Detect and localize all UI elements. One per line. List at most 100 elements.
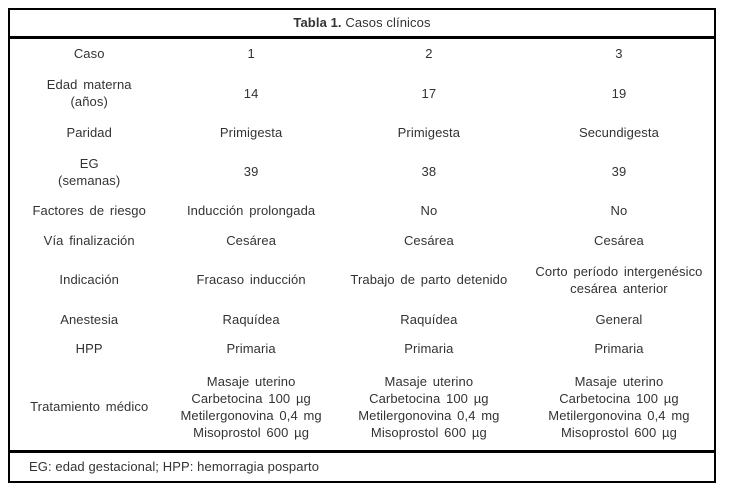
cell-line: 1 [247, 46, 255, 62]
case-2-anestesia: Raquídea [334, 304, 524, 334]
row-label-indicacion: Indicación [10, 256, 168, 305]
case-1-tratamiento-medico: Masaje uterino Carbetocina 100 µg Metilerg… [168, 364, 333, 450]
case-3-edad-materna: 19 [524, 69, 714, 118]
table-row-eg-semanas: EG (semanas) 39 38 39 [10, 147, 714, 196]
cell-line: Cesárea [403, 233, 454, 249]
clinical-cases-table: Caso 1 2 3 Edad materna (años) 14 17 19 Paridad Pr… [10, 39, 714, 450]
case-1-via-finalizacion: Cesárea [168, 226, 333, 256]
case-3-via-finalizacion: Cesárea [524, 226, 714, 256]
case-2-factores-de-riesgo: No [334, 196, 524, 226]
cell-line: 14 [243, 85, 259, 101]
row-label-tratamiento-medico: Tratamiento médico [10, 364, 168, 450]
cell-line: Trabajo de parto detenido [350, 272, 508, 288]
table-row-tratamiento-medico: Tratamiento médico Masaje uterino Carbetoc… [10, 364, 714, 450]
case-2-tratamiento-medico: Masaje uterino Carbetocina 100 µg Metilerg… [334, 364, 524, 450]
case-3-caso: 3 [524, 39, 714, 69]
row-label-eg-semanas: EG (semanas) [10, 147, 168, 196]
cell-line: 38 [421, 164, 437, 180]
table-title-text: Casos clínicos [341, 15, 431, 30]
case-2-indicacion: Trabajo de parto detenido [334, 256, 524, 305]
case-3-tratamiento-medico: Masaje uterino Carbetocina 100 µg Metilerg… [524, 364, 714, 450]
cell-line: Carbetocina 100 µg [559, 390, 679, 406]
table-row-anestesia: Anestesia Raquídea Raquídea General [10, 304, 714, 334]
table-body-wrap: Caso 1 2 3 Edad materna (años) 14 17 19 Paridad Pr… [10, 39, 714, 450]
case-2-via-finalizacion: Cesárea [334, 226, 524, 256]
table-row-hpp: HPP Primaria Primaria Primaria [10, 334, 714, 364]
case-3-factores-de-riesgo: No [524, 196, 714, 226]
cell-line: Raquídea [400, 311, 458, 327]
cell-line: 39 [611, 164, 627, 180]
cell-line: No [610, 203, 628, 219]
table-row-via-finalizacion: Vía finalización Cesárea Cesárea Cesárea [10, 226, 714, 256]
case-1-indicacion: Fracaso inducción [168, 256, 333, 305]
case-3-eg-semanas: 39 [524, 147, 714, 196]
cell-line: Metilergonovina 0,4 mg [548, 407, 690, 423]
cell-line: 3 [615, 46, 623, 62]
row-label-caso: Caso [10, 39, 168, 69]
cell-line: Fracaso inducción [196, 272, 306, 288]
case-2-hpp: Primaria [334, 334, 524, 364]
cell-line: HPP [75, 341, 103, 357]
cell-line: Secundigesta [578, 124, 659, 140]
table-body: Caso 1 2 3 Edad materna (años) 14 17 19 Paridad Pr… [10, 39, 714, 450]
row-label-factores-de-riesgo: Factores de riesgo [10, 196, 168, 226]
cell-line: cesárea anterior [570, 280, 668, 296]
table-frame: Tabla 1. Casos clínicos Caso 1 2 3 Edad mate… [8, 8, 716, 483]
table-title: Tabla 1. Casos clínicos [10, 10, 714, 39]
case-2-edad-materna: 17 [334, 69, 524, 118]
row-label-via-finalizacion: Vía finalización [10, 226, 168, 256]
cell-line: Misoprostol 600 µg [561, 424, 677, 440]
case-2-eg-semanas: 38 [334, 147, 524, 196]
cell-line: Primaria [404, 341, 454, 357]
case-1-paridad: Primigesta [168, 117, 333, 147]
cell-line: Carbetocina 100 µg [369, 390, 489, 406]
case-2-caso: 2 [334, 39, 524, 69]
cell-line: Misoprostol 600 µg [193, 424, 310, 440]
case-1-caso: 1 [168, 39, 333, 69]
table-row-indicacion: Indicación Fracaso inducción Trabajo de pa… [10, 256, 714, 305]
cell-line: Carbetocina 100 µg [191, 390, 311, 406]
table-title-number: Tabla 1. [293, 15, 342, 30]
cell-line: Primigesta [397, 124, 461, 140]
cell-line: No [420, 203, 438, 219]
cell-line: Factores de riesgo [32, 203, 146, 219]
cell-line: Primaria [594, 341, 644, 357]
table-footnote: EG: edad gestacional; HPP: hemorragia po… [10, 450, 714, 481]
table-row-factores-de-riesgo: Factores de riesgo Inducción prolongada No… [10, 196, 714, 226]
cell-line: Metilergonovina 0,4 mg [180, 407, 322, 423]
cell-line: Raquídea [222, 311, 280, 327]
cell-line: Anestesia [60, 311, 119, 327]
case-1-edad-materna: 14 [168, 69, 333, 118]
cell-line: Indicación [59, 272, 119, 288]
cell-line: Tratamiento médico [30, 399, 149, 415]
row-label-edad-materna: Edad materna (años) [10, 69, 168, 118]
cell-line: Masaje uterino [206, 373, 296, 389]
row-label-anestesia: Anestesia [10, 304, 168, 334]
cell-line: 19 [611, 85, 627, 101]
cell-line: Caso [73, 46, 105, 62]
cell-line: Cesárea [594, 233, 644, 249]
table-row-paridad: Paridad Primigesta Primigesta Secundigesta [10, 117, 714, 147]
case-3-hpp: Primaria [524, 334, 714, 364]
cell-line: General [595, 311, 643, 327]
cell-line: Misoprostol 600 µg [370, 424, 487, 440]
cell-line: Primaria [226, 341, 276, 357]
cell-line: Corto período intergenésico [535, 263, 703, 279]
cell-line: (años) [70, 94, 108, 110]
cell-line: Primigesta [219, 124, 283, 140]
cell-line: Metilergonovina 0,4 mg [358, 407, 500, 423]
cell-line: Vía finalización [43, 233, 135, 249]
cell-line: (semanas) [58, 172, 121, 188]
cell-line: Inducción prolongada [186, 203, 316, 219]
cell-line: Paridad [66, 124, 112, 140]
case-3-paridad: Secundigesta [524, 117, 714, 147]
table-row-edad-materna: Edad materna (años) 14 17 19 [10, 69, 714, 118]
row-label-hpp: HPP [10, 334, 168, 364]
cell-line: EG [79, 155, 99, 171]
table-row-caso: Caso 1 2 3 [10, 39, 714, 69]
case-1-anestesia: Raquídea [168, 304, 333, 334]
cell-line: Masaje uterino [384, 373, 474, 389]
case-3-indicacion: Corto período intergenésico cesárea anter… [524, 256, 714, 305]
cell-line: Masaje uterino [574, 373, 664, 389]
